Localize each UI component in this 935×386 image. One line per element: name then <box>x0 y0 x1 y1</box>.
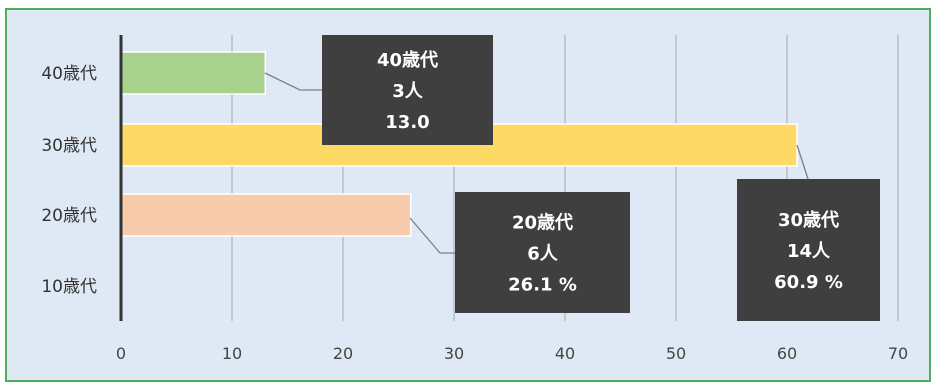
callout-box <box>322 35 493 145</box>
callout-label: 40歳代 <box>377 50 438 71</box>
bar-40歳代 <box>120 51 267 95</box>
bar-20歳代 <box>120 193 412 237</box>
callout-box <box>455 192 630 313</box>
leader-line <box>264 72 322 91</box>
leader-line <box>409 217 455 254</box>
callout-label: 6人 <box>527 244 559 265</box>
callout-box <box>737 179 880 321</box>
x-tick-label: 10 <box>222 344 242 363</box>
callout-label: 20歳代 <box>512 213 573 234</box>
callout-label: 30歳代 <box>778 210 839 231</box>
x-tick-label: 30 <box>444 344 464 363</box>
x-tick-label: 60 <box>777 344 797 363</box>
x-tick-label: 20 <box>333 344 353 363</box>
x-tick-label: 50 <box>666 344 686 363</box>
callout-label: 3人 <box>392 81 424 102</box>
callout-label: 14人 <box>787 241 831 262</box>
callout-label: 13.0 <box>385 112 429 133</box>
callout-label: 60.9 % <box>774 272 843 293</box>
x-tick-label: 0 <box>116 344 126 363</box>
category-label: 20歳代 <box>41 206 97 226</box>
category-label: 40歳代 <box>41 64 97 84</box>
callout-label: 26.1 % <box>508 275 577 296</box>
leader-line <box>796 144 809 180</box>
x-tick-label: 70 <box>888 344 908 363</box>
x-tick-label: 40 <box>555 344 575 363</box>
category-label: 10歳代 <box>41 277 97 297</box>
category-label: 30歳代 <box>41 136 97 156</box>
